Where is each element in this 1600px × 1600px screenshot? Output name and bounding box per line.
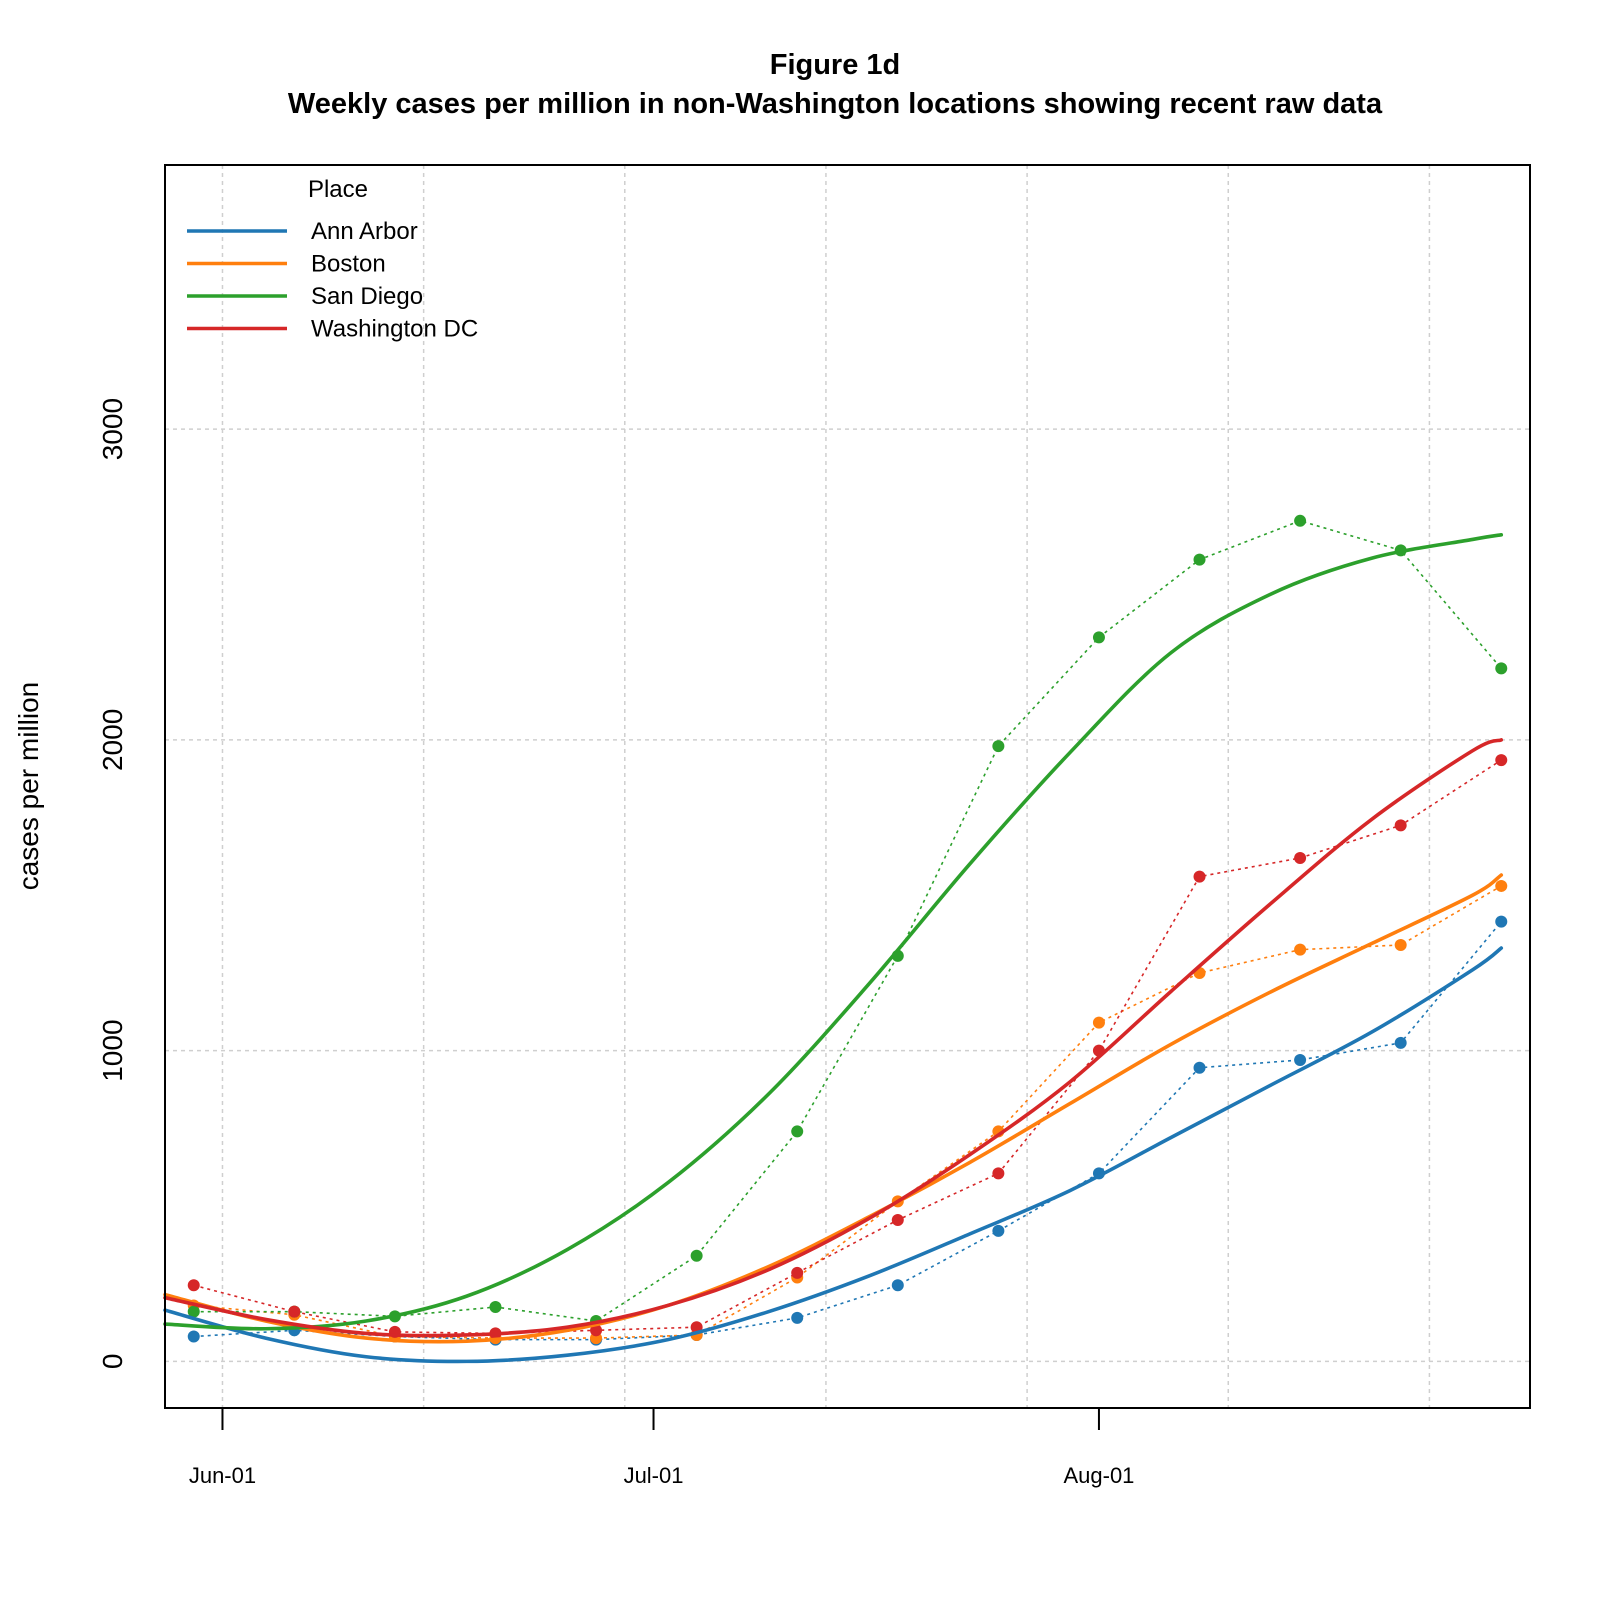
- raw-point: [187, 1279, 200, 1292]
- raw-point: [1394, 819, 1407, 832]
- raw-line-1: [193, 885, 1502, 1339]
- raw-point: [187, 1305, 200, 1318]
- raw-point: [288, 1305, 301, 1318]
- legend-title: Place: [308, 176, 368, 203]
- raw-line-3: [193, 759, 1502, 1335]
- smooth-line-3: [163, 738, 1504, 1338]
- legend: Place Ann Arbor Boston San Diego Washington…: [187, 176, 478, 343]
- raw-point: [1294, 1053, 1307, 1066]
- raw-point: [891, 1213, 904, 1226]
- raw-line-2: [193, 519, 1502, 1322]
- raw-point: [1294, 943, 1307, 956]
- legend-label: San Diego: [311, 283, 423, 310]
- raw-point: [590, 1324, 603, 1337]
- chart-title: Figure 1d: [770, 49, 901, 81]
- raw-point: [791, 1311, 804, 1324]
- raw-point: [1092, 1016, 1105, 1029]
- smooth-line-2: [163, 532, 1504, 1331]
- raw-point: [992, 1224, 1005, 1237]
- raw-point: [1193, 870, 1206, 883]
- smooth-series: [163, 532, 1504, 1364]
- y-tick-label: 2000: [97, 709, 128, 771]
- x-tick-label: Jul-01: [624, 1463, 684, 1488]
- raw-point: [187, 1330, 200, 1343]
- raw-point: [1294, 851, 1307, 864]
- y-axis: 0 1000 2000 3000: [97, 398, 128, 1369]
- raw-point: [1495, 754, 1508, 767]
- raw-point: [1495, 662, 1508, 675]
- raw-point: [992, 740, 1005, 753]
- raw-point: [1495, 915, 1508, 928]
- raw-point: [1193, 1061, 1206, 1074]
- chart-subtitle: Weekly cases per million in non-Washingt…: [288, 88, 1383, 120]
- raw-point: [791, 1266, 804, 1279]
- y-tick-label: 0: [97, 1354, 128, 1370]
- raw-point: [1294, 514, 1307, 527]
- raw-point: [690, 1249, 703, 1262]
- legend-label: Boston: [311, 251, 386, 278]
- legend-label: Ann Arbor: [311, 218, 418, 245]
- x-tick-label: Jun-01: [189, 1463, 256, 1488]
- y-axis-label: cases per million: [13, 682, 44, 891]
- y-tick-label: 3000: [97, 398, 128, 460]
- legend-label: Washington DC: [311, 316, 478, 343]
- raw-line-0: [193, 921, 1502, 1341]
- raw-point: [489, 1301, 502, 1314]
- raw-point: [1495, 879, 1508, 892]
- grid: [165, 165, 1530, 1408]
- raw-point: [1394, 938, 1407, 951]
- y-tick-label: 1000: [97, 1019, 128, 1081]
- raw-point: [1193, 553, 1206, 566]
- x-tick-label: Aug-01: [1063, 1463, 1134, 1488]
- raw-point: [1092, 631, 1105, 644]
- raw-point: [992, 1167, 1005, 1180]
- plot-frame: [164, 164, 1531, 1409]
- raw-point: [891, 1279, 904, 1292]
- raw-data-series: [187, 514, 1508, 1346]
- raw-point: [1394, 1036, 1407, 1049]
- raw-point: [791, 1125, 804, 1138]
- x-axis: Jun-01 Jul-01 Aug-01: [189, 1408, 1134, 1488]
- smooth-line-0: [163, 946, 1504, 1364]
